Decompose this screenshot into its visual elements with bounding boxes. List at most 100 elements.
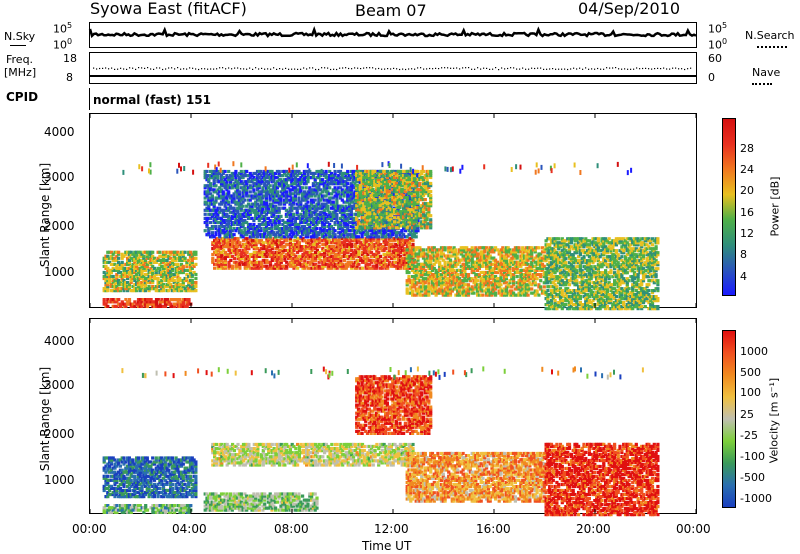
power-cell [161, 258, 166, 262]
freq-point [540, 67, 542, 69]
power-cell [127, 254, 131, 258]
power-cell [274, 247, 278, 251]
power-cell [122, 274, 126, 279]
power-cell [347, 178, 352, 182]
power-cell [243, 171, 247, 176]
power-cell [243, 186, 247, 190]
power-cell [365, 233, 370, 237]
power-cell [382, 231, 386, 235]
power-cell [357, 247, 361, 251]
power-cell [355, 169, 359, 174]
power-cell [205, 233, 209, 237]
power-cell [380, 188, 384, 192]
power-cell [229, 250, 233, 255]
power-cell [257, 198, 261, 202]
power-cell [356, 210, 361, 214]
power-cell [398, 200, 402, 204]
power-cell [315, 245, 319, 249]
power-cell [304, 229, 308, 233]
power-cell [356, 169, 361, 174]
power-cell [117, 256, 121, 260]
power-cell [263, 204, 267, 208]
power-cell [219, 208, 224, 212]
power-cell [393, 169, 397, 174]
power-cell [335, 241, 339, 245]
power-cell [351, 196, 355, 200]
power-cell [288, 218, 292, 223]
power-cell [238, 266, 242, 270]
power-cell [243, 227, 247, 231]
power-cell [279, 174, 283, 178]
power-cell [367, 204, 371, 208]
power-cell [353, 216, 357, 220]
power-cell [364, 250, 368, 255]
power-cell [357, 237, 361, 241]
power-cell [400, 243, 404, 247]
power-cell [239, 212, 243, 216]
power-cell [396, 198, 400, 202]
power-cell [265, 245, 269, 249]
power-cell [222, 256, 226, 260]
power-cell [236, 196, 240, 200]
power-cell [351, 227, 355, 231]
power-cell [358, 180, 362, 184]
power-cell [219, 178, 224, 182]
power-cell [212, 212, 216, 216]
power-cell [356, 194, 361, 198]
power-cell [274, 241, 278, 245]
power-cell [375, 210, 379, 214]
freq-point [663, 67, 665, 69]
power-cell [228, 182, 233, 186]
power-cell [138, 285, 142, 289]
power-cell [296, 237, 300, 241]
power-cell [351, 204, 355, 208]
power-cell [290, 206, 294, 210]
power-cell [338, 182, 343, 186]
power-cell [376, 235, 380, 239]
power-cell [335, 204, 339, 208]
power-cell [102, 256, 106, 260]
power-cell [346, 216, 350, 220]
power-cell [127, 300, 132, 304]
power-cell [106, 298, 110, 302]
power-cell [236, 248, 240, 253]
power-cell [264, 194, 269, 198]
power-cell [380, 233, 384, 237]
power-cell [122, 281, 126, 285]
power-cell [375, 239, 379, 243]
power-cell [335, 192, 339, 196]
power-cell [344, 184, 348, 188]
power-cell [281, 254, 285, 258]
power-cell [205, 192, 209, 196]
freq-point [648, 68, 650, 70]
power-cell [259, 262, 264, 266]
power-cell [144, 302, 148, 306]
power-cell [299, 220, 303, 225]
power-cell [190, 252, 194, 256]
power-cell [232, 214, 236, 218]
power-cell [163, 252, 167, 256]
freq-point [618, 68, 620, 70]
power-cell [212, 171, 216, 176]
power-cell [371, 220, 375, 224]
power-cell [135, 289, 139, 293]
power-cell [377, 245, 381, 249]
power-cell [212, 235, 216, 239]
power-cell [373, 200, 377, 204]
power-cell [321, 243, 325, 247]
power-cell [250, 266, 255, 270]
power-cell [247, 264, 251, 268]
power-cell [297, 260, 301, 264]
power-cell [369, 220, 373, 224]
power-cell [165, 270, 169, 275]
power-cell [310, 188, 314, 192]
power-cell [279, 184, 283, 188]
power-cell [163, 270, 167, 275]
power-cell [268, 218, 272, 223]
power-cell [281, 229, 285, 233]
power-cell [324, 229, 328, 233]
power-cell [362, 239, 366, 243]
power-cell [243, 264, 247, 268]
power-cell [258, 262, 262, 266]
power-cell [397, 252, 401, 257]
